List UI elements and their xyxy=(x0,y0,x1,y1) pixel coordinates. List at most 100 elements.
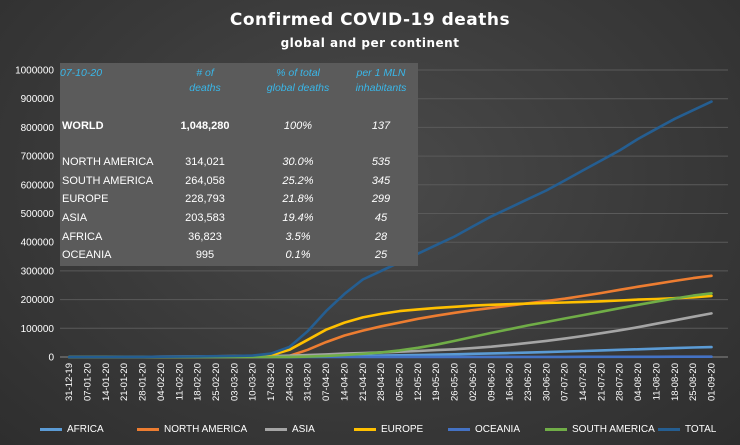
row-deaths: 1,048,280 xyxy=(180,120,230,132)
x-tick-label: 21-01-20 xyxy=(119,363,130,401)
row-pct: 19.4% xyxy=(282,212,314,224)
chart-legend: AFRICA NORTH AMERICA ASIA EUROPE OCEANIA SOUT… xyxy=(0,424,740,440)
legend-swatch xyxy=(354,428,376,431)
row-deaths: 264,058 xyxy=(185,175,225,187)
row-name: SOUTH AMERICA xyxy=(62,175,154,187)
legend-item: TOTAL xyxy=(658,424,716,435)
row-pct: 3.5% xyxy=(285,231,311,243)
y-tick-label: 1000000 xyxy=(15,66,54,77)
x-tick-label: 18-08-20 xyxy=(670,363,681,401)
legend-swatch xyxy=(545,428,567,431)
row-deaths: 228,793 xyxy=(185,193,225,205)
x-tick-label: 12-05-20 xyxy=(413,363,424,401)
row-per-mln: 45 xyxy=(374,212,388,224)
row-name: OCEANIA xyxy=(62,249,112,261)
row-deaths: 36,823 xyxy=(188,231,222,243)
y-tick-label: 400000 xyxy=(21,238,55,249)
chart-title: Confirmed COVID-19 deaths xyxy=(229,10,511,30)
x-tick-label: 04-08-20 xyxy=(633,363,644,401)
x-tick-label: 31-03-20 xyxy=(303,363,314,401)
x-tick-label: 16-06-20 xyxy=(505,363,516,401)
legend-label: NORTH AMERICA xyxy=(164,424,248,435)
header-deaths-line2: deaths xyxy=(189,82,221,94)
x-tick-label: 28-04-20 xyxy=(376,363,387,401)
x-tick-label: 18-02-20 xyxy=(193,363,204,401)
row-pct: 30.0% xyxy=(282,156,314,168)
legend-item: SOUTH AMERICA xyxy=(545,424,655,435)
x-tick-label: 14-01-20 xyxy=(101,363,112,401)
row-name: EUROPE xyxy=(62,193,109,205)
header-per-mln-line2: inhabitants xyxy=(355,82,407,94)
y-axis-ticks: 0 100000 200000 300000 400000 500000 600000 700… xyxy=(15,66,54,364)
legend-label: OCEANIA xyxy=(475,424,521,435)
x-tick-label: 31-12-19 xyxy=(64,363,75,401)
row-name: WORLD xyxy=(62,120,104,132)
legend-item: ASIA xyxy=(265,424,315,435)
row-per-mln: 299 xyxy=(371,193,391,205)
legend-swatch xyxy=(448,428,470,431)
series-line-north-america xyxy=(67,274,713,359)
series-lines xyxy=(67,100,713,359)
summary-table: 07-10-20 # of deaths % of total global d… xyxy=(60,63,418,266)
legend-swatch xyxy=(265,428,287,431)
row-per-mln: 535 xyxy=(371,156,391,168)
header-pct-line2: global deaths xyxy=(266,82,330,94)
x-tick-label: 07-01-20 xyxy=(83,363,94,401)
series-line-europe xyxy=(67,294,713,359)
header-pct-line1: % of total xyxy=(276,67,320,79)
legend-item: AFRICA xyxy=(40,424,104,435)
x-tick-label: 01-09-20 xyxy=(706,363,717,401)
x-tick-label: 17-03-20 xyxy=(266,363,277,401)
y-tick-label: 700000 xyxy=(21,152,55,163)
row-per-mln: 345 xyxy=(371,175,391,187)
x-tick-label: 05-05-20 xyxy=(395,363,406,401)
x-tick-label: 28-07-20 xyxy=(615,363,626,401)
row-pct: 0.1% xyxy=(285,249,311,261)
x-tick-label: 23-06-20 xyxy=(523,363,534,401)
row-pct: 21.8% xyxy=(282,193,314,205)
y-tick-label: 900000 xyxy=(21,94,55,105)
x-tick-label: 19-05-20 xyxy=(431,363,442,401)
row-deaths: 995 xyxy=(195,249,215,261)
row-per-mln: 25 xyxy=(374,249,388,261)
x-tick-label: 11-02-20 xyxy=(174,363,185,400)
x-tick-label: 10-03-20 xyxy=(248,363,259,401)
legend-item: NORTH AMERICA xyxy=(137,424,247,435)
legend-item: OCEANIA xyxy=(448,424,520,435)
y-tick-label: 600000 xyxy=(21,180,55,191)
row-per-mln: 137 xyxy=(371,120,391,132)
legend-item: EUROPE xyxy=(354,424,423,435)
legend-swatch xyxy=(40,428,62,431)
table-date: 07-10-20 xyxy=(60,67,103,79)
x-tick-label: 30-06-20 xyxy=(541,363,552,401)
y-tick-label: 100000 xyxy=(21,324,55,335)
x-tick-label: 07-07-20 xyxy=(560,363,571,401)
x-tick-label: 07-04-20 xyxy=(321,363,332,401)
x-tick-label: 26-05-20 xyxy=(450,363,461,401)
row-name: AFRICA xyxy=(62,231,103,243)
series-line-total xyxy=(67,100,713,359)
row-pct: 100% xyxy=(283,120,313,132)
x-tick-label: 14-04-20 xyxy=(339,363,350,401)
y-tick-label: 300000 xyxy=(21,266,55,277)
x-tick-label: 03-03-20 xyxy=(229,363,240,401)
y-tick-label: 200000 xyxy=(21,295,55,306)
legend-label: TOTAL xyxy=(685,424,717,435)
y-tick-label: 500000 xyxy=(21,209,55,220)
x-axis-ticks: 31-12-19 07-01-20 14-01-20 21-01-20 28-01-20… xyxy=(64,363,717,401)
header-deaths-line1: # of xyxy=(196,67,214,79)
legend-label: EUROPE xyxy=(381,424,424,435)
row-name: ASIA xyxy=(62,212,88,224)
x-tick-label: 21-07-20 xyxy=(596,363,607,401)
x-tick-label: 28-01-20 xyxy=(138,363,149,401)
legend-swatch xyxy=(137,428,159,431)
x-tick-label: 14-07-20 xyxy=(578,363,589,401)
x-tick-label: 25-08-20 xyxy=(688,363,699,401)
row-deaths: 314,021 xyxy=(185,156,225,168)
y-tick-label: 0 xyxy=(48,353,54,364)
x-tick-label: 25-02-20 xyxy=(211,363,222,401)
row-pct: 25.2% xyxy=(282,175,314,187)
y-tick-label: 800000 xyxy=(21,123,55,134)
legend-swatch xyxy=(658,428,680,431)
x-tick-label: 02-06-20 xyxy=(468,363,479,401)
